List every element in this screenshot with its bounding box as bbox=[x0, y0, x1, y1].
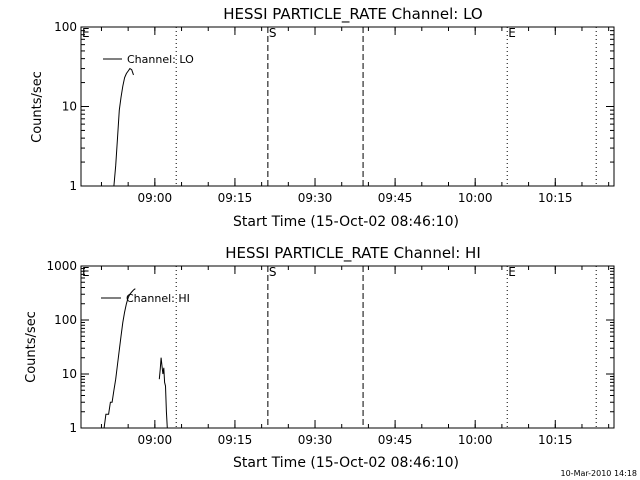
y-tick-label-1: 10 bbox=[62, 367, 77, 381]
marker-label-0: E bbox=[82, 265, 90, 279]
chart-title-hi: HESSI PARTICLE_RATE Channel: HI bbox=[225, 244, 481, 263]
marker-label-4: E bbox=[508, 265, 516, 279]
x-tick-label-3: 09:45 bbox=[378, 191, 413, 205]
legend-hi: Channel: HI bbox=[101, 292, 190, 305]
footer-timestamp: 10-Mar-2010 14:18 bbox=[561, 469, 638, 478]
legend-entry-hi: Channel: HI bbox=[126, 292, 190, 305]
x-tick-label-4: 10:00 bbox=[458, 433, 493, 447]
x-tick-label-2: 09:30 bbox=[298, 433, 333, 447]
y-tick-label-0: 1 bbox=[69, 179, 77, 193]
legend-lo: Channel: LO bbox=[103, 53, 194, 66]
y-tick-label-0: 1 bbox=[69, 421, 77, 435]
marker-label-4: E bbox=[508, 26, 516, 40]
series-line-0 bbox=[113, 67, 134, 187]
x-tick-label-2: 09:30 bbox=[298, 191, 333, 205]
series-line-1 bbox=[158, 357, 168, 429]
y-axis-ticks-lo: 1 10 100 bbox=[54, 20, 614, 193]
y-tick-label-2: 100 bbox=[54, 20, 77, 34]
plot-frame-hi bbox=[80, 265, 615, 429]
x-tick-label-4: 10:00 bbox=[458, 191, 493, 205]
y-tick-label-1: 10 bbox=[62, 100, 77, 114]
x-tick-label-1: 09:15 bbox=[218, 433, 253, 447]
data-series-hi bbox=[103, 288, 168, 429]
marker-label-2: S bbox=[269, 265, 277, 279]
x-tick-label-1: 09:15 bbox=[218, 191, 253, 205]
data-series-lo bbox=[113, 67, 134, 187]
x-tick-label-0: 09:00 bbox=[138, 191, 173, 205]
marker-label-2: S bbox=[269, 26, 277, 40]
x-tick-label-5: 10:15 bbox=[538, 433, 573, 447]
x-axis-ticks-hi: 09:00 09:15 09:30 09:45 10:00 10:15 bbox=[100, 266, 610, 447]
marker-label-0: E bbox=[82, 26, 90, 40]
y-axis-label-lo: Counts/sec bbox=[30, 71, 45, 143]
x-axis-label-lo: Start Time (15-Oct-02 08:46:10) bbox=[233, 214, 459, 230]
y-tick-label-3: 1000 bbox=[46, 259, 77, 273]
legend-entry-lo: Channel: LO bbox=[127, 53, 194, 66]
y-axis-label-hi: Counts/sec bbox=[24, 311, 39, 383]
x-tick-label-5: 10:15 bbox=[538, 191, 573, 205]
series-line-0 bbox=[103, 288, 136, 429]
x-axis-label-hi: Start Time (15-Oct-02 08:46:10) bbox=[233, 455, 459, 471]
chart-title-lo: HESSI PARTICLE_RATE Channel: LO bbox=[223, 5, 482, 24]
x-tick-label-0: 09:00 bbox=[138, 433, 173, 447]
x-axis-ticks-lo: 09:00 09:15 09:30 09:45 10:00 10:15 bbox=[100, 27, 610, 205]
x-tick-label-3: 09:45 bbox=[378, 433, 413, 447]
y-axis-ticks-hi: 1 10 100 1000 bbox=[46, 259, 614, 435]
y-tick-label-2: 100 bbox=[54, 313, 77, 327]
plot-frame-lo bbox=[80, 26, 615, 187]
